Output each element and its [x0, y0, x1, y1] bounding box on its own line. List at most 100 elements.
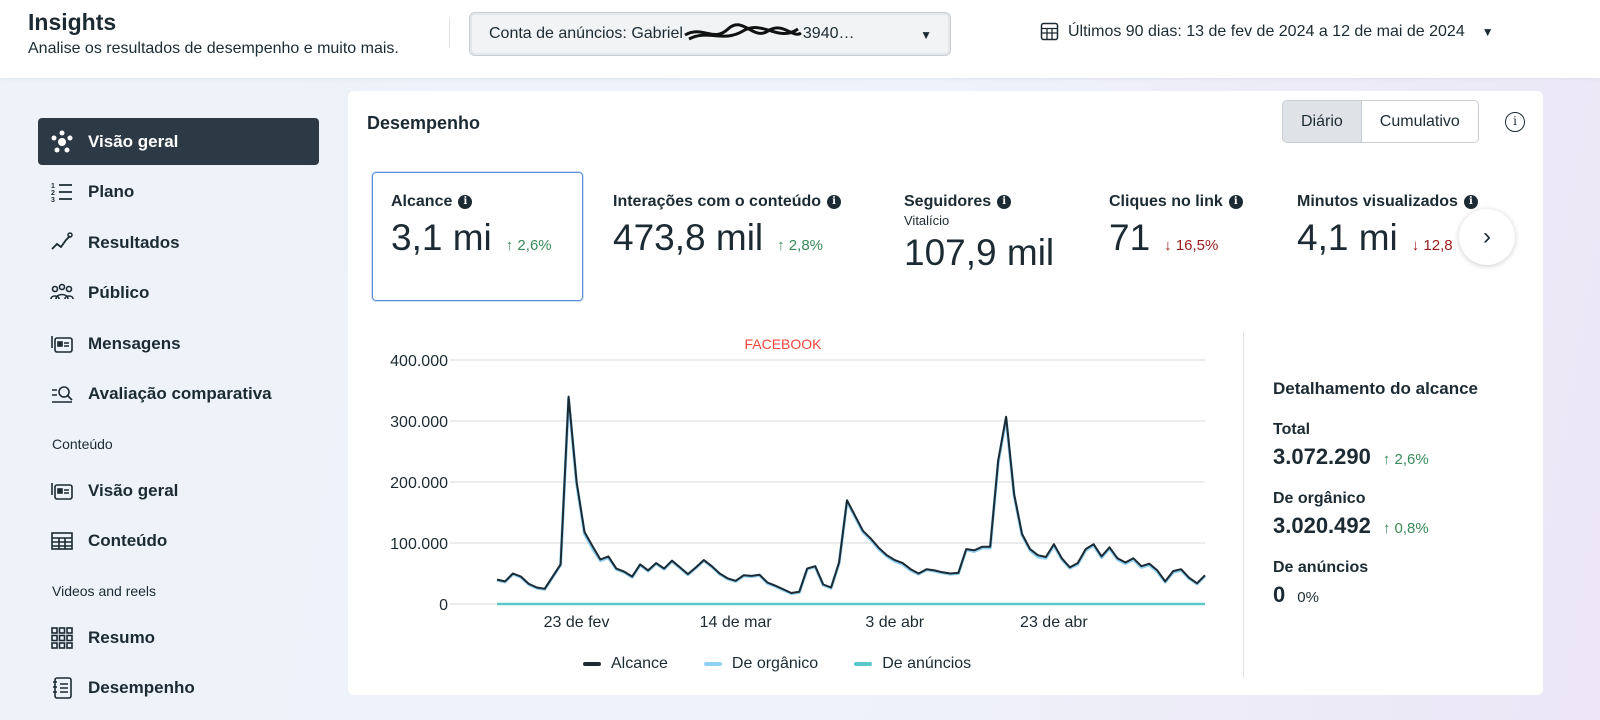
people-icon: [50, 283, 74, 300]
series-line-de-orgânico: [496, 397, 1207, 596]
metric-value: 473,8 mil: [613, 217, 764, 258]
metric-label: Alcance: [391, 193, 453, 210]
metric-value: 71: [1109, 217, 1151, 258]
redaction-scribble: [684, 23, 802, 41]
ad-account-selector[interactable]: Conta de anúncios: Gabriel 3940… ▼: [469, 12, 951, 56]
breakdown-title: Detalhamento do alcance: [1273, 379, 1479, 398]
grid-icon: [51, 626, 73, 649]
sidebar-item-label: Visão geral: [88, 480, 179, 500]
metric-card-interacoes[interactable]: Interações com o conteúdo i 473,8 mil ↑ 2,…: [613, 172, 842, 301]
network-icon: [51, 130, 73, 152]
chevron-right-icon: ›: [1483, 223, 1491, 250]
chevron-down-icon: ▼: [1481, 24, 1494, 39]
svg-text:2: 2: [51, 190, 55, 197]
sidebar-item-label: Resumo: [88, 627, 156, 647]
date-range-picker[interactable]: Últimos 90 dias: 13 de fev de 2024 a 12 …: [1040, 22, 1494, 41]
legend-label: De anúncios: [882, 655, 972, 672]
info-icon[interactable]: i: [1505, 112, 1525, 132]
performance-panel: Desempenho Diário Cumulativo i Alcance i …: [348, 91, 1543, 695]
benchmark-icon: [52, 386, 73, 403]
breakdown-label: De orgânico: [1273, 490, 1366, 507]
sidebar-item-label: Conteúdo: [88, 531, 168, 550]
chevron-down-icon: ▼: [920, 28, 932, 42]
next-metrics-button[interactable]: ›: [1459, 209, 1515, 265]
trend-icon: [51, 231, 73, 250]
sidebar-item-desempenho[interactable]: Desempenho: [38, 665, 319, 712]
sidebar-item-label: Público: [88, 283, 150, 302]
metric-card-seguidores[interactable]: Seguidores i Vitalício 107,9 mil: [904, 172, 1054, 301]
toggle-diario[interactable]: Diário: [1283, 101, 1362, 142]
account-suffix: 3940…: [802, 25, 855, 42]
metric-card-minutos[interactable]: Minutos visualizados i 4,1 mi ↓ 12,8: [1297, 172, 1497, 301]
sidebar-item-label: Visão geral: [88, 131, 179, 151]
content-overview-icon: [51, 482, 73, 500]
legend-item-organico[interactable]: De orgânico: [703, 655, 819, 673]
messages-icon: [51, 335, 73, 353]
view-toggle: Diário Cumulativo: [1282, 100, 1479, 143]
sidebar-item-mensagens[interactable]: Mensagens: [38, 320, 319, 367]
info-icon[interactable]: i: [1228, 195, 1243, 209]
metric-change: ↓ 12,8: [1411, 237, 1453, 254]
legend-swatch: [703, 662, 722, 666]
top-header: Insights Analise os resultados de desemp…: [0, 0, 1600, 78]
breakdown-change: ↑ 0,8%: [1382, 520, 1429, 537]
series-line-alcance: [496, 395, 1206, 594]
metric-change: ↓ 16,5%: [1164, 237, 1219, 254]
svg-text:1: 1: [51, 183, 55, 190]
sidebar-item-label: Avaliação comparativa: [88, 384, 272, 403]
metric-value: 4,1 mi: [1297, 217, 1398, 258]
info-icon[interactable]: i: [997, 195, 1012, 209]
sidebar-item-label: Plano: [88, 182, 135, 201]
metric-label: Interações com o conteúdo: [613, 193, 822, 210]
breakdown-label: De anúncios: [1273, 559, 1369, 576]
table-icon: [51, 532, 73, 550]
metric-value: 3,1 mi: [391, 217, 492, 258]
metric-label: Cliques no link: [1109, 193, 1223, 210]
metric-card-cliques[interactable]: Cliques no link i 71 ↓ 16,5%: [1109, 172, 1243, 301]
info-icon[interactable]: i: [1463, 195, 1478, 209]
metric-change: ↑ 2,6%: [505, 237, 552, 254]
section-heading-conteudo: Conteúdo: [52, 436, 113, 452]
panel-title: Desempenho: [367, 113, 481, 133]
toggle-cumulativo[interactable]: Cumulativo: [1379, 112, 1460, 130]
legend-item-alcance[interactable]: Alcance: [583, 655, 668, 673]
sidebar-item-resultados[interactable]: Resultados: [38, 219, 319, 266]
sidebar-item-avaliacao-comparativa[interactable]: Avaliação comparativa: [38, 371, 319, 418]
sidebar-item-label: Mensagens: [88, 333, 181, 353]
x-tick-label: 23 de fev: [544, 614, 610, 631]
sidebar-item-visao-geral[interactable]: Visão geral: [38, 118, 319, 165]
breakdown-value: 3.020.492: [1273, 513, 1371, 538]
notebook-icon: [53, 677, 72, 699]
date-range-label: Últimos 90 dias: 13 de fev de 2024 a 12 …: [1068, 22, 1465, 40]
y-tick-label: 400.000: [390, 353, 448, 370]
reach-line-chart: FACEBOOK 0 100.000 200.000 300.000 400.000 23 …: [390, 336, 1207, 631]
x-tick-label: 3 de abr: [865, 614, 924, 631]
info-icon[interactable]: i: [458, 195, 473, 209]
divider: [1243, 331, 1244, 678]
y-tick-label: 0: [439, 597, 448, 614]
legend-item-anuncios[interactable]: De anúncios: [854, 655, 971, 673]
sidebar-item-resumo[interactable]: Resumo: [38, 614, 319, 661]
sidebar-item-conteudo-visao-geral[interactable]: Visão geral: [38, 467, 319, 514]
legend-label: Alcance: [611, 655, 668, 672]
reach-breakdown: Detalhamento do alcance Total 3.072.290 ↑…: [1273, 379, 1478, 628]
svg-text:3: 3: [51, 197, 55, 204]
metric-label: Minutos visualizados: [1297, 193, 1458, 210]
x-tick-label: 23 de abr: [1020, 614, 1088, 631]
breakdown-value: 3.072.290: [1273, 444, 1371, 469]
section-heading-videos: Videos and reels: [52, 583, 157, 599]
sidebar-item-label: Desempenho: [88, 678, 195, 697]
breakdown-change: ↑ 2,6%: [1382, 451, 1429, 468]
sidebar-item-publico[interactable]: Público: [38, 270, 319, 317]
chart-title: FACEBOOK: [744, 336, 822, 352]
metric-sublabel: Vitalício: [904, 213, 950, 228]
metric-card-alcance[interactable]: Alcance i 3,1 mi ↑ 2,6%: [372, 172, 583, 301]
info-icon[interactable]: i: [827, 195, 842, 209]
breakdown-label: Total: [1273, 421, 1311, 438]
breakdown-value: 0: [1273, 582, 1286, 607]
sidebar-item-conteudo[interactable]: Conteúdo: [38, 518, 319, 565]
divider: [449, 18, 450, 48]
legend-label: De orgânico: [731, 655, 819, 672]
